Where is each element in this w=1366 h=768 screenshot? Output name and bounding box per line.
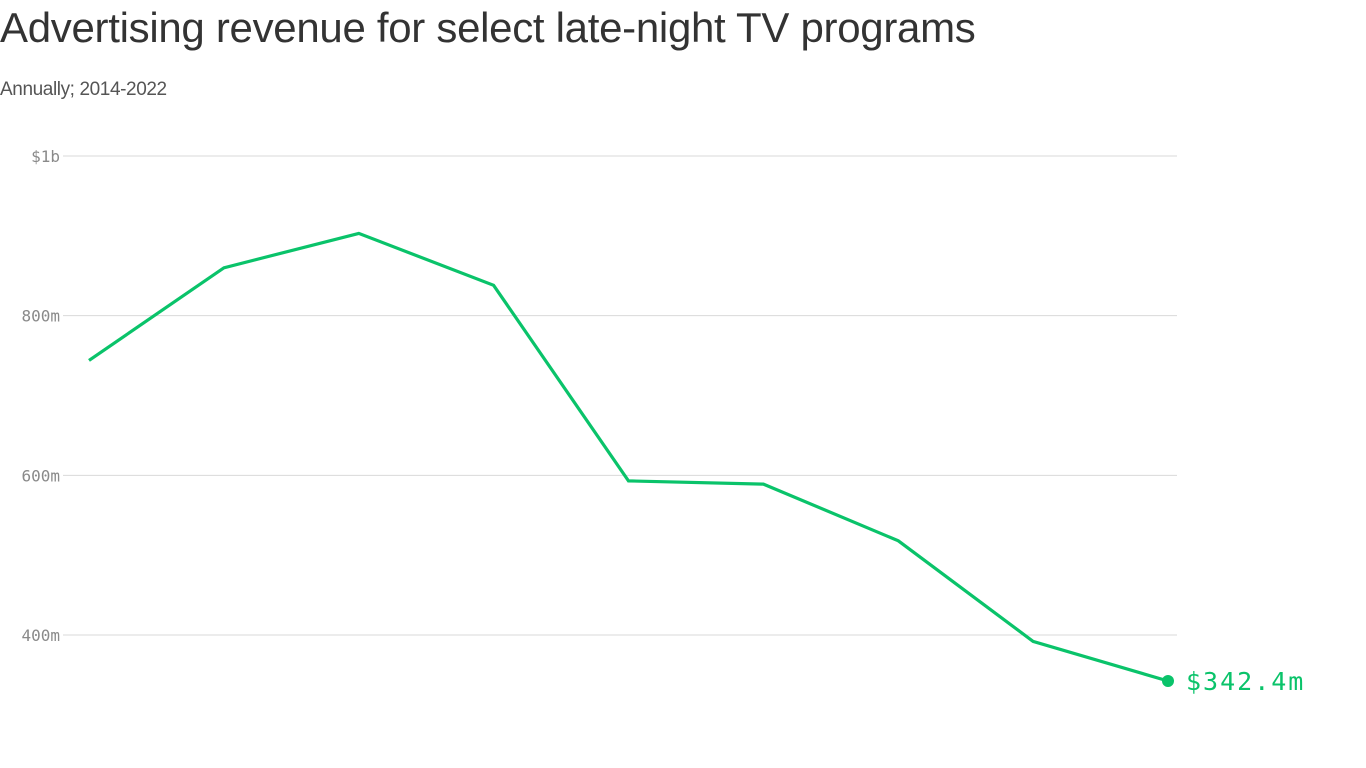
end-point-marker bbox=[1162, 674, 1174, 687]
y-tick-label: $1b bbox=[31, 147, 60, 166]
y-axis-tick-labels: $1b 800m 600m 400m bbox=[21, 147, 60, 645]
chart-title: Advertising revenue for select late-nigh… bbox=[0, 4, 976, 51]
y-tick-label: 600m bbox=[21, 466, 60, 485]
revenue-line bbox=[88, 231, 1169, 683]
gridlines bbox=[63, 155, 1177, 636]
y-tick-label: 800m bbox=[21, 307, 60, 326]
y-tick-label: 400m bbox=[21, 626, 60, 645]
end-value-label: $342.4m bbox=[1186, 667, 1305, 696]
chart-subtitle: Annually; 2014-2022 bbox=[0, 79, 167, 100]
